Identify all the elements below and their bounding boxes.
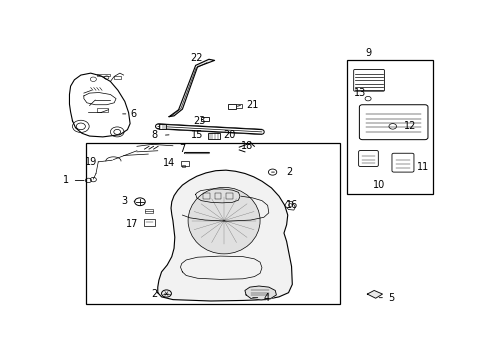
Ellipse shape <box>188 187 260 254</box>
Bar <box>114 76 121 79</box>
Text: 5: 5 <box>387 293 393 303</box>
Polygon shape <box>244 286 276 300</box>
Text: 13: 13 <box>354 88 366 98</box>
Text: 23: 23 <box>192 116 205 126</box>
Bar <box>203 193 210 199</box>
Bar <box>97 108 108 112</box>
Bar <box>145 209 153 213</box>
Text: 11: 11 <box>416 162 429 172</box>
Bar <box>97 74 110 76</box>
Text: 21: 21 <box>245 100 258 110</box>
Text: 16: 16 <box>285 199 298 210</box>
Bar <box>346 60 432 194</box>
Text: 14: 14 <box>162 158 175 168</box>
Bar <box>180 161 188 166</box>
Text: 17: 17 <box>126 219 139 229</box>
Text: 3: 3 <box>121 196 127 206</box>
Text: 2: 2 <box>286 167 292 177</box>
Text: 2: 2 <box>151 289 158 299</box>
Text: 6: 6 <box>130 109 136 119</box>
Bar <box>200 117 208 121</box>
Bar <box>236 104 241 108</box>
Polygon shape <box>366 291 382 298</box>
Text: 18: 18 <box>241 141 253 151</box>
Text: 9: 9 <box>364 48 370 58</box>
Text: 12: 12 <box>403 121 416 131</box>
Bar <box>159 124 165 129</box>
Polygon shape <box>169 59 214 117</box>
Polygon shape <box>158 170 292 301</box>
Text: 10: 10 <box>372 180 385 190</box>
Bar <box>208 133 220 139</box>
Bar <box>85 143 339 304</box>
Bar <box>144 219 155 226</box>
Bar <box>214 193 221 199</box>
Text: 20: 20 <box>223 130 235 140</box>
Text: 4: 4 <box>264 293 269 303</box>
Text: 1: 1 <box>63 175 69 185</box>
Text: 22: 22 <box>190 53 203 63</box>
Bar <box>227 104 236 109</box>
Text: 7: 7 <box>179 144 185 154</box>
Text: 19: 19 <box>85 157 97 167</box>
Text: 15: 15 <box>190 130 203 140</box>
Bar <box>181 165 185 167</box>
Bar <box>225 193 232 199</box>
Text: 8: 8 <box>151 130 158 140</box>
